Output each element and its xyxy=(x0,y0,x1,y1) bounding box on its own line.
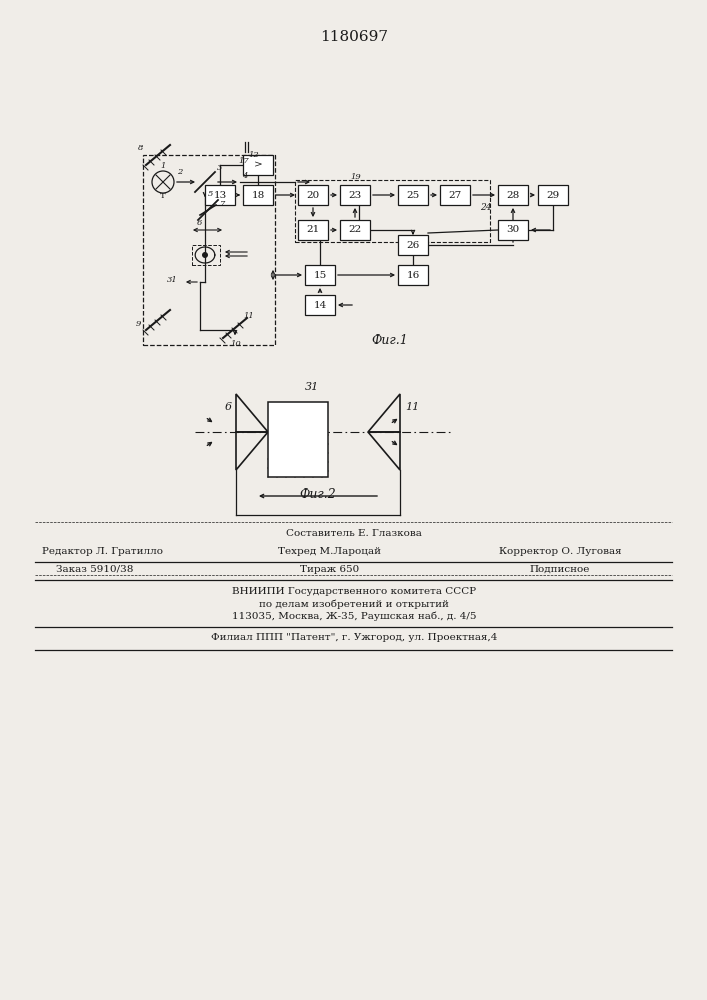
Circle shape xyxy=(202,252,208,258)
Text: Тираж 650: Тираж 650 xyxy=(300,564,360,574)
Text: Подписное: Подписное xyxy=(530,564,590,574)
Text: Фиг.1: Фиг.1 xyxy=(372,334,409,347)
Bar xyxy=(305,295,335,315)
Text: ВНИИПИ Государственного комитета СССР: ВНИИПИ Государственного комитета СССР xyxy=(232,587,476,596)
Bar xyxy=(498,220,528,240)
Text: 11: 11 xyxy=(243,312,254,320)
Bar xyxy=(538,185,568,205)
Bar xyxy=(143,155,275,345)
Text: 6: 6 xyxy=(197,219,202,227)
Bar xyxy=(268,402,328,477)
Text: T: T xyxy=(160,192,166,200)
Text: 30: 30 xyxy=(506,226,520,234)
Bar xyxy=(243,185,273,205)
Text: 113035, Москва, Ж-35, Раушская наб., д. 4/5: 113035, Москва, Ж-35, Раушская наб., д. … xyxy=(232,611,477,621)
Text: 10: 10 xyxy=(230,340,241,348)
Text: 9: 9 xyxy=(136,320,141,328)
Text: Редактор Л. Гратилло: Редактор Л. Гратилло xyxy=(42,546,163,556)
Text: 22: 22 xyxy=(349,226,361,234)
Text: 28: 28 xyxy=(506,190,520,200)
Text: 31: 31 xyxy=(167,276,177,284)
Text: 1180697: 1180697 xyxy=(320,30,388,44)
Bar xyxy=(398,265,428,285)
Text: 31: 31 xyxy=(305,382,320,392)
Text: 25: 25 xyxy=(407,190,420,200)
Text: Заказ 5910/38: Заказ 5910/38 xyxy=(57,564,134,574)
Text: 14: 14 xyxy=(313,300,327,310)
Text: Корректор О. Луговая: Корректор О. Луговая xyxy=(498,546,621,556)
Bar xyxy=(340,185,370,205)
Text: 17: 17 xyxy=(238,157,249,165)
Text: 5: 5 xyxy=(208,190,214,198)
Text: 12: 12 xyxy=(248,151,259,159)
Text: 3: 3 xyxy=(217,164,223,172)
Bar xyxy=(243,155,273,175)
Text: 11: 11 xyxy=(405,402,419,412)
Text: 13: 13 xyxy=(214,190,227,200)
Text: >: > xyxy=(254,160,262,169)
Bar xyxy=(340,220,370,240)
Bar xyxy=(305,265,335,285)
Text: 23: 23 xyxy=(349,190,361,200)
Text: 2: 2 xyxy=(177,168,182,176)
Text: Составитель Е. Глазкова: Составитель Е. Глазкова xyxy=(286,530,422,538)
Bar xyxy=(398,185,428,205)
Bar xyxy=(192,245,220,265)
Bar xyxy=(398,235,428,255)
Text: 7: 7 xyxy=(220,200,226,208)
Text: Техред М.Лароцай: Техред М.Лароцай xyxy=(279,546,382,556)
Text: Филиал ППП "Патент", г. Ужгород, ул. Проектная,4: Филиал ППП "Патент", г. Ужгород, ул. Про… xyxy=(211,634,497,643)
Text: 20: 20 xyxy=(306,190,320,200)
Text: 4: 4 xyxy=(242,172,247,180)
Text: 21: 21 xyxy=(306,226,320,234)
Text: 27: 27 xyxy=(448,190,462,200)
Text: 8: 8 xyxy=(138,144,144,152)
Text: 19: 19 xyxy=(350,173,361,181)
Text: 6: 6 xyxy=(225,402,232,412)
Bar xyxy=(295,180,490,242)
Text: 18: 18 xyxy=(252,190,264,200)
Text: 29: 29 xyxy=(547,190,560,200)
Text: 24: 24 xyxy=(480,203,491,212)
Text: 15: 15 xyxy=(313,270,327,279)
Text: Фиг.2: Фиг.2 xyxy=(300,488,337,502)
Text: 1: 1 xyxy=(160,162,165,170)
Text: по делам изобретений и открытий: по делам изобретений и открытий xyxy=(259,599,449,609)
Bar xyxy=(440,185,470,205)
Bar xyxy=(298,220,328,240)
Bar xyxy=(205,185,235,205)
Bar xyxy=(298,185,328,205)
Text: 16: 16 xyxy=(407,270,420,279)
Text: 26: 26 xyxy=(407,240,420,249)
Bar xyxy=(498,185,528,205)
